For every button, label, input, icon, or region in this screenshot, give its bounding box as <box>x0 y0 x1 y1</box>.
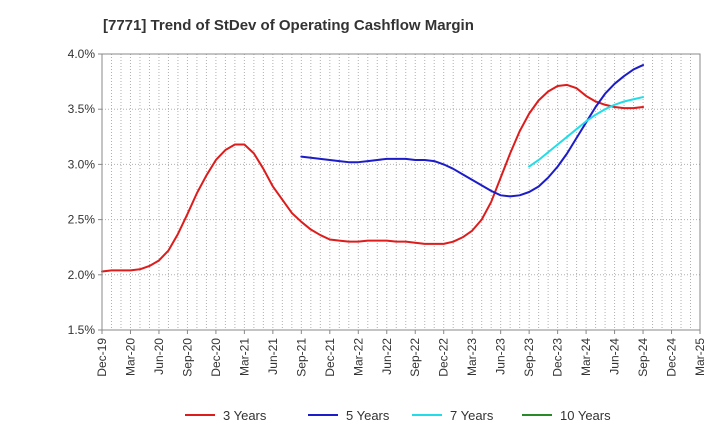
legend-item: 5 Years <box>308 408 390 423</box>
series-line-3-years <box>101 83 645 273</box>
legend-label: 7 Years <box>450 408 494 423</box>
x-tick-label: Mar-24 <box>579 338 593 376</box>
x-tick-label: Jun-20 <box>152 338 166 375</box>
x-tick-label: Dec-21 <box>323 338 337 377</box>
x-tick-label: Dec-23 <box>551 338 565 377</box>
x-tick-label: Sep-24 <box>636 338 650 377</box>
y-tick-label: 1.5% <box>68 323 96 337</box>
y-tick-label: 2.5% <box>68 213 96 227</box>
legend-label: 3 Years <box>223 408 267 423</box>
x-tick-label: Sep-20 <box>180 338 194 377</box>
chart-title: [7771] Trend of StDev of Operating Cashf… <box>103 17 474 34</box>
x-tick-label: Dec-24 <box>665 338 679 377</box>
x-tick-label: Mar-22 <box>351 338 365 376</box>
x-tick-label: Jun-23 <box>494 338 508 375</box>
y-tick-label: 3.5% <box>68 102 96 116</box>
x-tick-label: Mar-20 <box>123 338 137 376</box>
y-tick-label: 3.0% <box>68 157 96 171</box>
x-tick-label: Mar-25 <box>693 338 707 376</box>
x-tick-label: Sep-22 <box>408 338 422 377</box>
legend: 3 Years 5 Years 7 Years 10 Years <box>185 408 611 423</box>
x-tick-label: Jun-21 <box>266 338 280 375</box>
x-tick-label: Jun-22 <box>380 338 394 375</box>
x-tick-label: Mar-23 <box>465 338 479 376</box>
grid-lines <box>102 54 700 330</box>
legend-item: 3 Years <box>185 408 267 423</box>
x-tick-label: Sep-23 <box>522 338 536 377</box>
x-tick-label: Dec-20 <box>209 338 223 377</box>
x-tick-label: Sep-21 <box>294 338 308 377</box>
y-axis: 1.5% 2.0% 2.5% 3.0% 3.5% 4.0% <box>68 47 102 337</box>
legend-label: 5 Years <box>346 408 390 423</box>
plot-frame <box>101 53 701 331</box>
x-axis: Dec-19 Mar-20 Jun-20 Sep-20 Dec-20 Mar-21 Jun-… <box>95 330 707 377</box>
series-lines <box>101 64 645 273</box>
series-line-7-years <box>528 96 645 168</box>
x-tick-label: Jun-24 <box>608 338 622 375</box>
x-tick-label: Mar-21 <box>237 338 251 376</box>
legend-label: 10 Years <box>560 408 611 423</box>
y-tick-label: 2.0% <box>68 268 96 282</box>
legend-item: 10 Years <box>522 408 611 423</box>
x-tick-label: Dec-22 <box>437 338 451 377</box>
x-tick-label: Dec-19 <box>95 338 109 377</box>
legend-item: 7 Years <box>412 408 494 423</box>
y-tick-label: 4.0% <box>68 47 96 61</box>
